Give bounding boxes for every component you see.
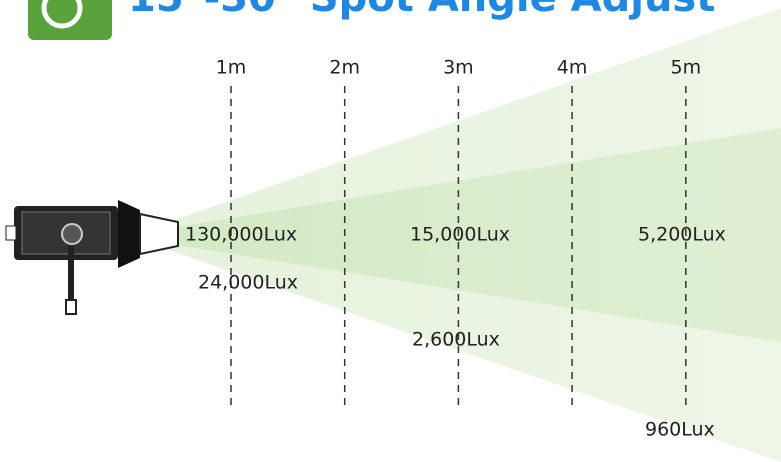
- distance-label: 5m: [670, 57, 701, 79]
- distance-label: 1m: [216, 57, 247, 79]
- lux-label: 5,200Lux: [638, 224, 726, 246]
- distance-label: 2m: [329, 57, 360, 79]
- lux-label: 960Lux: [645, 419, 715, 441]
- lux-label: 24,000Lux: [198, 272, 298, 294]
- distance-label: 4m: [557, 57, 588, 79]
- distance-label: 3m: [443, 57, 474, 79]
- light-fixture: [5, 200, 179, 315]
- icon-ring: [41, 0, 83, 29]
- lux-label: 15,000Lux: [410, 224, 510, 246]
- lux-label: 2,600Lux: [412, 329, 500, 351]
- title: 15°-30° Spot Angle Adjust: [128, 0, 715, 21]
- icon: [28, 0, 112, 40]
- lux-label: 130,000Lux: [185, 224, 297, 246]
- narrow-beam: [140, 128, 781, 342]
